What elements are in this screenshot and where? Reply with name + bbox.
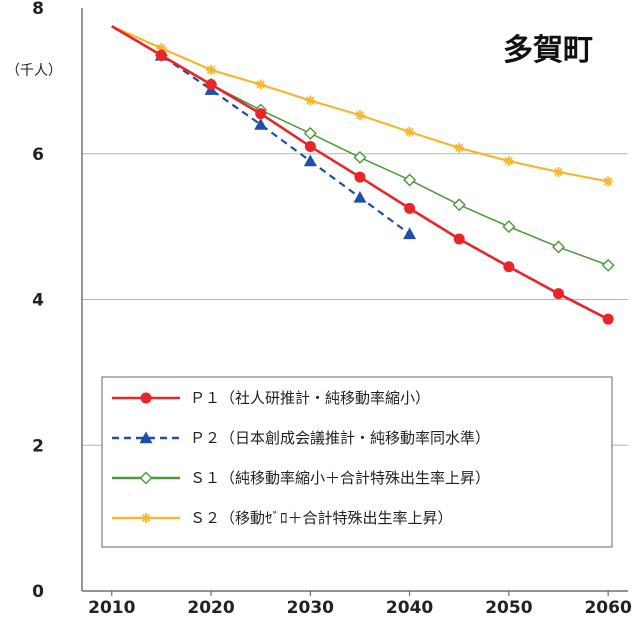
x-tick-labels: 2010 2020 2030 2040 2050 2060 xyxy=(88,598,632,617)
legend-item: Ｐ１（社人研推計・純移動率縮小） xyxy=(112,389,430,407)
data-point xyxy=(602,313,614,325)
legend: Ｐ１（社人研推計・純移動率縮小） Ｐ２（日本創成会議推計・純移動率同水準） Ｓ１（純… xyxy=(101,376,613,548)
x-tick-label: 2010 xyxy=(88,598,135,617)
data-point xyxy=(353,190,367,203)
data-point xyxy=(353,150,367,164)
data-point xyxy=(255,79,266,90)
data-point xyxy=(503,156,514,167)
legend-label: Ｓ１（純移動率縮小＋合計特殊出生率上昇） xyxy=(190,469,490,487)
x-tick-label: 2060 xyxy=(584,598,631,617)
data-point xyxy=(403,227,417,240)
data-point xyxy=(404,202,416,214)
data-point xyxy=(601,258,615,272)
legend-marker xyxy=(139,471,153,485)
data-point xyxy=(404,126,415,137)
y-tick-label: 2 xyxy=(32,436,44,456)
data-point xyxy=(453,233,465,245)
data-point xyxy=(553,166,564,177)
legend-item: Ｓ２（移動ｾﾞﾛ＋合計特殊出生率上昇） xyxy=(112,509,453,527)
series-lines xyxy=(111,25,615,325)
series-1 xyxy=(111,25,614,325)
y-axis-label: （千人） xyxy=(6,63,62,79)
legend-marker xyxy=(139,431,153,444)
x-tick-label: 2020 xyxy=(187,598,234,617)
x-tick-label: 2050 xyxy=(485,598,532,617)
legend-marker xyxy=(140,392,152,404)
data-point xyxy=(502,220,516,234)
data-point xyxy=(305,95,316,106)
data-point xyxy=(552,240,565,254)
data-point xyxy=(503,261,515,273)
data-point xyxy=(354,171,366,183)
y-tick-label: 8 xyxy=(32,0,44,19)
data-point xyxy=(255,108,267,120)
data-point xyxy=(205,79,217,91)
data-point xyxy=(254,118,268,130)
x-tick-label: 2040 xyxy=(386,598,433,617)
data-point xyxy=(403,173,417,187)
data-point xyxy=(603,176,614,187)
data-point xyxy=(354,110,365,121)
y-tick-label: 6 xyxy=(32,145,44,165)
legend-box xyxy=(101,376,613,548)
legend-label: Ｐ１（社人研推計・純移動率縮小） xyxy=(190,389,430,407)
x-tick-label: 2030 xyxy=(287,598,334,617)
chart-title: 多賀町 xyxy=(503,33,593,68)
data-point xyxy=(454,142,465,153)
data-point xyxy=(452,198,466,212)
y-tick-label: 0 xyxy=(32,582,44,602)
legend-marker xyxy=(141,513,151,523)
data-point xyxy=(553,288,565,300)
series-4 xyxy=(111,25,614,187)
data-point xyxy=(303,154,317,167)
legend-item: Ｐ２（日本創成会議推計・純移動率同水準） xyxy=(112,429,490,447)
data-point xyxy=(206,64,217,75)
data-point xyxy=(304,140,316,152)
axes xyxy=(81,8,628,596)
data-point xyxy=(303,126,317,140)
legend-label: Ｐ２（日本創成会議推計・純移動率同水準） xyxy=(190,429,490,447)
legend-item: Ｓ１（純移動率縮小＋合計特殊出生率上昇） xyxy=(112,469,490,487)
legend-label: Ｓ２（移動ｾﾞﾛ＋合計特殊出生率上昇） xyxy=(190,509,453,527)
data-point xyxy=(155,49,167,61)
y-tick-labels: 0 2 4 6 8 xyxy=(32,0,44,602)
y-tick-label: 4 xyxy=(32,291,44,311)
